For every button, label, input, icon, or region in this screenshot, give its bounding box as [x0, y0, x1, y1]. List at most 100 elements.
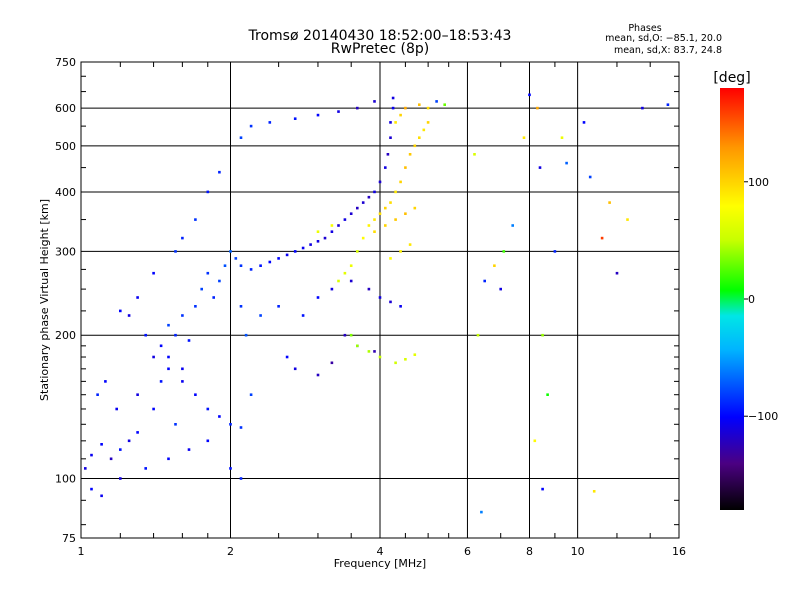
data-point: [565, 161, 568, 165]
colorbar-label: [deg]: [713, 70, 750, 86]
data-point: [394, 190, 397, 194]
data-point: [194, 218, 197, 221]
data-point: [384, 224, 387, 227]
data-point: [528, 93, 531, 97]
data-point: [384, 166, 387, 169]
x-tick-label: 8: [526, 545, 533, 558]
data-point: [234, 257, 238, 260]
data-point: [389, 300, 392, 304]
data-point: [389, 201, 392, 204]
data-point: [285, 355, 289, 359]
data-point: [361, 236, 365, 240]
x-tick-labels: 1 2 4 6 8 10 16: [78, 545, 687, 558]
data-point: [499, 287, 502, 291]
data-point: [100, 494, 103, 498]
y-tick-labels: 75 100 200 300 400 500 600 750: [55, 56, 76, 545]
data-point: [615, 271, 619, 275]
data-point: [330, 361, 334, 365]
data-point: [293, 250, 297, 253]
data-point: [249, 124, 253, 128]
data-point: [373, 100, 376, 103]
colorbar-tick-label: 0: [748, 293, 755, 306]
data-point: [301, 314, 305, 317]
data-point: [159, 380, 163, 383]
data-point: [373, 230, 376, 233]
chart-subtitle: RwPretec (8p): [331, 41, 429, 57]
colorbar: [720, 88, 744, 510]
data-point: [373, 218, 376, 221]
data-point: [361, 201, 365, 204]
data-point: [394, 361, 397, 365]
legend-line-o: mean, sd,O: −85.1, 20.0: [605, 33, 722, 44]
data-point: [337, 279, 340, 283]
data-point: [206, 407, 210, 411]
data-point: [174, 333, 177, 337]
data-point: [268, 260, 272, 264]
data-point: [119, 448, 122, 451]
y-tick-label: 300: [55, 245, 76, 258]
data-point: [588, 175, 592, 179]
data-point: [316, 296, 320, 299]
chart-title: Tromsø 20140430 18:52:00–18:53:43: [248, 28, 512, 44]
data-point: [389, 121, 392, 124]
data-point: [136, 431, 139, 434]
data-point: [330, 230, 334, 233]
data-point: [229, 250, 232, 253]
data-point: [239, 477, 243, 480]
data-point: [187, 339, 191, 342]
data-point: [391, 96, 395, 100]
data-point: [330, 224, 334, 227]
data-point: [90, 487, 93, 491]
data-point: [522, 136, 526, 139]
data-point: [152, 271, 155, 275]
data-point: [493, 264, 496, 267]
data-point: [119, 309, 122, 313]
data-point: [90, 453, 93, 457]
data-point: [136, 393, 139, 396]
y-tick-label: 200: [55, 329, 76, 342]
data-point: [389, 257, 392, 260]
data-point: [239, 426, 243, 429]
data-point: [356, 106, 359, 110]
data-point: [666, 103, 670, 106]
data-point: [181, 314, 184, 317]
data-point: [200, 287, 203, 291]
data-point: [343, 218, 347, 221]
data-point: [422, 128, 426, 132]
data-point: [218, 415, 221, 418]
data-point: [181, 367, 184, 371]
data-point: [167, 323, 170, 327]
data-point: [218, 170, 221, 174]
data-point: [293, 367, 297, 371]
data-point: [109, 457, 113, 461]
data-point: [378, 296, 382, 299]
data-point: [349, 264, 353, 267]
data-point: [378, 180, 382, 184]
data-point: [301, 246, 305, 250]
data-point: [399, 113, 402, 117]
data-point: [104, 380, 107, 383]
colorbar-tick-label: 100: [748, 176, 769, 189]
data-point: [174, 423, 177, 426]
data-point: [538, 166, 542, 169]
data-point: [316, 113, 320, 117]
legend-title: Phases: [628, 23, 661, 34]
data-point: [316, 373, 320, 377]
data-point: [144, 333, 147, 337]
data-point: [502, 250, 506, 253]
y-tick-label: 400: [55, 186, 76, 199]
data-point: [343, 271, 347, 275]
data-point: [553, 250, 557, 253]
data-point: [136, 296, 139, 299]
data-point: [367, 195, 371, 199]
data-point: [239, 264, 243, 267]
data-point: [443, 103, 446, 106]
data-point: [418, 136, 421, 139]
data-point: [277, 257, 280, 260]
data-point: [533, 439, 537, 443]
data-point: [426, 106, 430, 110]
data-point: [244, 333, 248, 337]
colorbar-ticks: 100 0 −100: [744, 176, 778, 423]
gridlines: [81, 62, 679, 538]
